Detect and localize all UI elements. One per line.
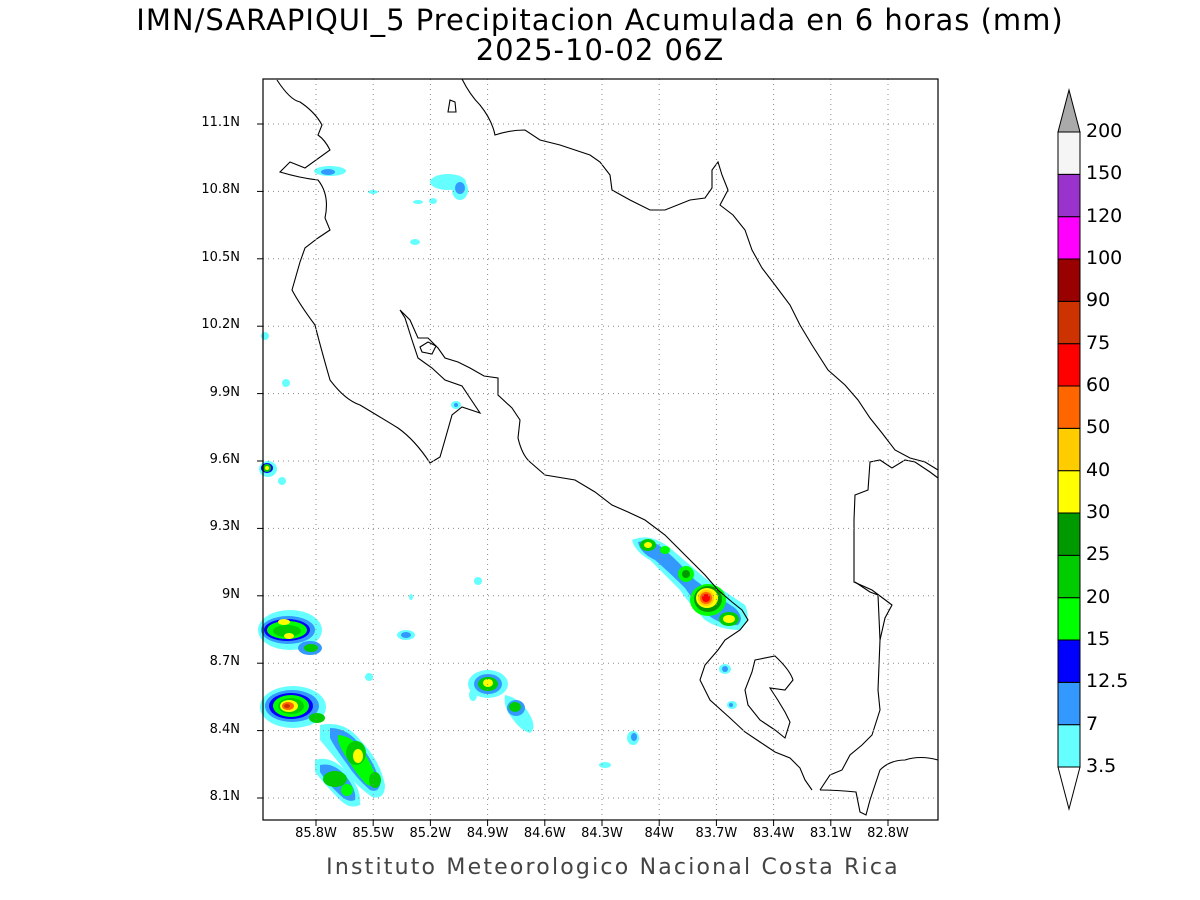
lon-tick-label: 83.1W (809, 826, 852, 841)
lon-tick-label: 83.7W (695, 826, 738, 841)
colorbar-label: 12.5 (1086, 670, 1129, 693)
colorbar-label: 90 (1086, 289, 1111, 312)
lat-tick-label: 8.1N (209, 789, 240, 804)
colorbar-segment (1057, 639, 1081, 683)
precipitation-field (258, 166, 748, 807)
colorbar-label: 120 (1086, 204, 1123, 227)
colorbar-label: 40 (1086, 458, 1111, 481)
lat-tick-label: 9.9N (209, 384, 240, 400)
colorbar-segment (1057, 258, 1081, 302)
colorbar-label: 25 (1086, 543, 1111, 566)
lon-tick-label: 82.8W (867, 826, 909, 841)
lon-tick-label: 83.4W (752, 826, 795, 841)
colorbar-label: 7 (1086, 712, 1099, 735)
lat-tick-label: 10.8N (201, 182, 240, 198)
map-datetime: 2025-10-02 06Z (475, 33, 725, 67)
colorbar-label: 15 (1086, 628, 1111, 650)
map-grid (263, 79, 938, 820)
axis-ticks (257, 123, 889, 826)
lon-tick-label: 84.6W (523, 826, 566, 841)
colorbar-segment (1057, 343, 1081, 387)
colorbar-label: 20 (1086, 585, 1111, 608)
lon-tick-label: 85.5W (352, 826, 395, 841)
lon-tick-label: 85.8W (295, 826, 337, 841)
lon-tick-label: 85.2W (409, 826, 452, 841)
map-title: IMN/SARAPIQUI_5 Precipitacion Acumulada … (136, 3, 1064, 37)
colorbar-under-triangle (1057, 766, 1081, 811)
colorbar-segment (1057, 216, 1081, 260)
colorbar-label: 75 (1086, 331, 1111, 354)
lat-tick-label: 9N (222, 586, 240, 602)
colorbar-segment (1057, 470, 1081, 514)
coastline (276, 78, 939, 816)
lat-tick-label: 9.6N (209, 452, 240, 467)
lon-tick-label: 84.3W (581, 826, 623, 841)
colorbar-segment (1057, 385, 1081, 429)
colorbar-segment (1057, 597, 1081, 641)
footer-credit: Instituto Meteorologico Nacional Costa R… (326, 855, 900, 880)
colorbar-segment (1057, 724, 1081, 768)
colorbar-segment (1057, 131, 1081, 175)
colorbar-label: 150 (1086, 162, 1123, 185)
colorbar-segment (1057, 173, 1081, 218)
colorbar-over-triangle (1057, 88, 1081, 133)
colorbar-segment (1057, 681, 1081, 726)
colorbar-label: 100 (1086, 247, 1123, 269)
colorbar-label: 60 (1086, 374, 1111, 396)
colorbar-segment (1057, 300, 1081, 345)
colorbar-segment (1057, 512, 1081, 556)
lat-tick-label: 8.7N (209, 654, 240, 670)
colorbar-label: 50 (1086, 416, 1111, 439)
lon-tick-label: 84.9W (466, 826, 509, 841)
colorbar (1057, 88, 1081, 811)
colorbar-label: 3.5 (1086, 755, 1117, 777)
colorbar-segment (1057, 427, 1081, 472)
lat-tick-label: 10.5N (201, 249, 240, 265)
colorbar-label: 30 (1086, 501, 1111, 523)
colorbar-segment (1057, 554, 1081, 599)
colorbar-label: 200 (1086, 120, 1123, 142)
lon-tick-label: 84W (644, 826, 674, 841)
map-frame (262, 78, 939, 821)
lat-tick-label: 9.3N (209, 519, 240, 535)
lat-tick-label: 8.4N (209, 721, 240, 737)
lat-tick-label: 11.1N (201, 115, 240, 130)
lat-tick-label: 10.2N (201, 317, 240, 333)
